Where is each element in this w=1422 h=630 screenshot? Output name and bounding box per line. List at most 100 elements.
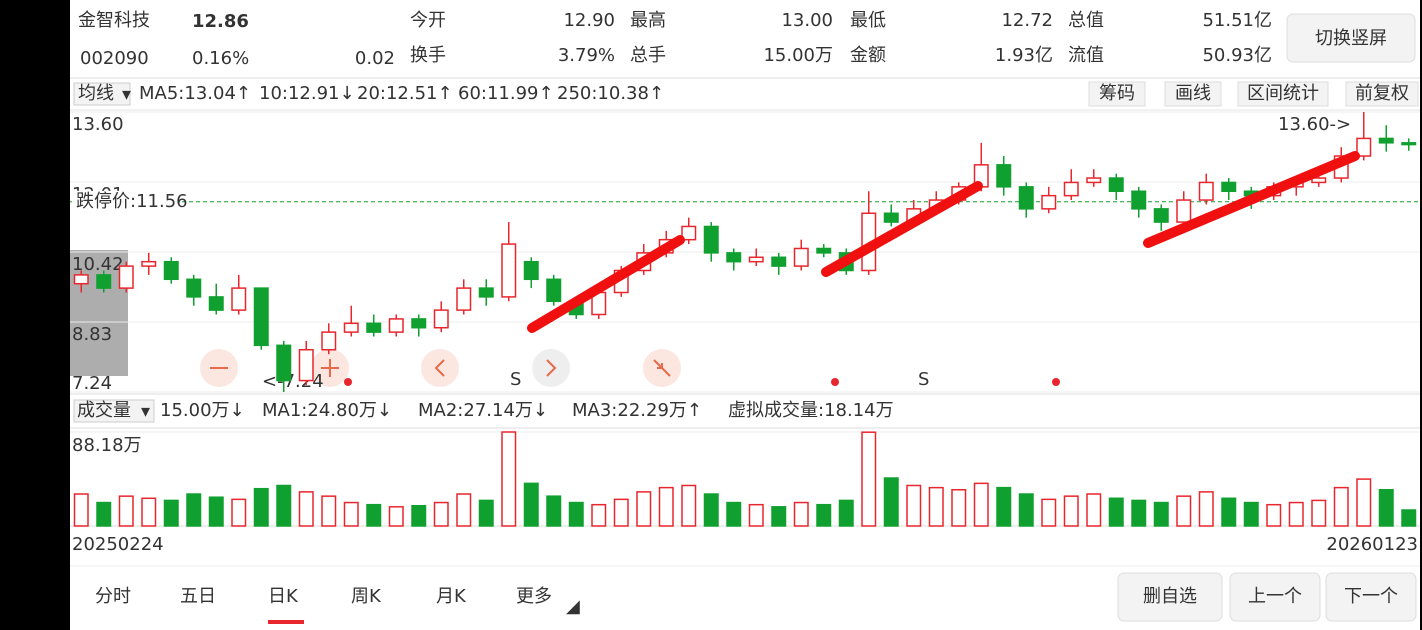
candle-body	[411, 318, 427, 329]
volume-bar	[1401, 509, 1417, 527]
candle-body	[163, 260, 179, 281]
volume-bar	[321, 495, 337, 527]
signal-dot	[831, 378, 839, 386]
volume-bar	[568, 501, 584, 527]
volume-selector-label[interactable]: 成交量	[77, 400, 131, 421]
volume-bar	[1243, 501, 1259, 527]
tool-button[interactable]	[1088, 81, 1146, 107]
candle-body	[253, 287, 269, 347]
volume-bar	[1108, 497, 1124, 527]
volume-bar	[1086, 493, 1102, 527]
tool-label[interactable]: 前复权	[1355, 83, 1409, 104]
volume-bar	[771, 506, 787, 527]
tool-button[interactable]	[1345, 81, 1419, 107]
tool-button[interactable]	[1164, 81, 1222, 107]
tool-button[interactable]	[1237, 81, 1329, 107]
side-handle[interactable]	[70, 250, 128, 376]
volume-bar	[96, 501, 112, 527]
nav-button[interactable]	[1229, 572, 1321, 622]
ma-selector-label[interactable]: 均线	[78, 83, 114, 104]
tool-label[interactable]: 区间统计	[1247, 83, 1319, 104]
candle-body	[141, 260, 157, 267]
volume-bar	[1266, 503, 1282, 527]
volume-bar	[681, 484, 697, 527]
volume-bar	[793, 501, 809, 527]
control-glyphs	[210, 359, 671, 377]
candle-body	[1311, 177, 1327, 184]
volume-bar	[1378, 489, 1394, 527]
volume-selector[interactable]	[73, 399, 155, 423]
stat-label: 总手	[630, 45, 666, 66]
tool-label[interactable]: 筹码	[1099, 83, 1135, 104]
volume-bar	[456, 493, 472, 527]
nav-button[interactable]	[1325, 572, 1417, 622]
move-left[interactable]	[421, 349, 459, 387]
candle-body	[1108, 177, 1124, 192]
tab[interactable]: 日K	[268, 586, 299, 607]
tab[interactable]: 分时	[95, 586, 131, 607]
volume-bar	[636, 491, 652, 527]
x-tick-label: 20260123	[1326, 534, 1418, 555]
stock-name: 金智科技	[78, 10, 150, 31]
volume-item: MA2:27.14万↓	[418, 400, 548, 421]
candle-body	[186, 278, 202, 298]
volume-bar	[658, 486, 674, 527]
tool-label[interactable]: 画线	[1175, 83, 1211, 104]
volume-item: MA3:22.29万↑	[572, 400, 702, 421]
volume-bar	[613, 498, 629, 527]
switch-label[interactable]: 切换竖屏	[1315, 28, 1387, 49]
tab[interactable]: 月K	[436, 586, 467, 607]
ma-item: 250:10.38↑	[557, 83, 664, 104]
volume-bar	[1311, 499, 1327, 527]
volume-bar	[816, 503, 832, 527]
nav-button-label[interactable]: 下一个	[1344, 586, 1398, 607]
switch-button[interactable]	[1286, 13, 1416, 63]
volume-bar	[366, 503, 382, 527]
stat-label: 今开	[410, 10, 446, 31]
limit-down-bg	[72, 190, 180, 213]
stat-value: 13.00	[781, 10, 833, 31]
candle-body	[793, 247, 809, 267]
candle-body	[118, 265, 134, 289]
stat-label: 换手	[410, 45, 446, 66]
stat-label: 流值	[1068, 45, 1104, 66]
candle-body	[208, 296, 224, 311]
signal-dot	[1052, 378, 1060, 386]
stat-label: 金额	[850, 45, 886, 66]
stat-value: 1.93亿	[995, 45, 1053, 66]
volume-bar	[996, 486, 1012, 527]
volume-bar	[1356, 478, 1372, 527]
volume-bar	[861, 431, 877, 527]
tab[interactable]: 周K	[351, 586, 382, 607]
volume-bar	[591, 503, 607, 527]
nav-button-label[interactable]: 删自选	[1143, 586, 1197, 607]
y-tick-label: 10.42	[72, 254, 124, 275]
tab[interactable]: 五日	[180, 586, 216, 607]
move-right[interactable]	[532, 349, 570, 387]
tab[interactable]: 更多	[516, 586, 552, 607]
right-strip	[1420, 0, 1422, 630]
nav-button[interactable]	[1117, 572, 1223, 622]
candle-body	[523, 260, 539, 281]
candle-body	[321, 331, 337, 351]
candle-body	[366, 322, 382, 333]
volume-bar	[928, 486, 944, 527]
drawn-stroke	[527, 235, 685, 333]
candle-body	[298, 348, 314, 382]
stat-value: 15.00万	[763, 45, 833, 66]
zoom-controls	[200, 349, 681, 387]
volume-bar	[1018, 493, 1034, 527]
annotation: S	[918, 369, 929, 390]
volume-bar	[388, 506, 404, 527]
stock-code: 002090	[80, 48, 149, 69]
y-tick-label: 8.83	[72, 324, 112, 345]
volume-bar	[1288, 501, 1304, 527]
ma-selector[interactable]	[73, 82, 131, 106]
candle-body	[1401, 142, 1417, 146]
candle-body	[73, 274, 89, 285]
candle-body	[996, 164, 1012, 188]
x-tick-label: 20250224	[72, 534, 164, 555]
nav-button-label[interactable]: 上一个	[1248, 586, 1302, 607]
annotation: 13.60->	[1278, 114, 1351, 135]
